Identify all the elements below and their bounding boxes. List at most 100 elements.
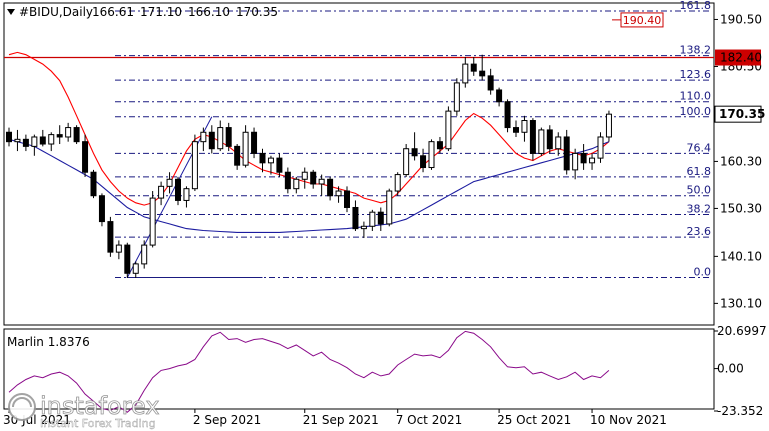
candle-body bbox=[65, 127, 72, 138]
fib-label-61.8: 61.8 bbox=[687, 165, 712, 178]
candle-body bbox=[605, 113, 612, 138]
candle-body bbox=[39, 136, 46, 145]
candle-body bbox=[251, 131, 258, 154]
candle bbox=[217, 120, 224, 152]
candle bbox=[563, 129, 570, 175]
target-price-box bbox=[715, 49, 761, 66]
candle-body bbox=[496, 89, 503, 103]
fib-label-110.0: 110.0 bbox=[680, 90, 712, 103]
y-tick-label: 160.30 bbox=[720, 154, 762, 168]
candle-body bbox=[259, 152, 266, 164]
candle bbox=[73, 125, 80, 145]
candle-body bbox=[6, 131, 12, 143]
candle bbox=[470, 57, 477, 76]
candle bbox=[132, 261, 139, 278]
candle bbox=[487, 68, 494, 95]
candle-body bbox=[589, 157, 596, 164]
candle-body bbox=[403, 148, 410, 176]
candle-body bbox=[22, 138, 29, 147]
candle-body bbox=[132, 263, 139, 274]
candle-body bbox=[411, 148, 418, 157]
candle-body bbox=[284, 171, 291, 190]
candle-body bbox=[191, 141, 198, 190]
fib-label-38.2: 38.2 bbox=[687, 203, 712, 216]
candle bbox=[56, 125, 63, 145]
candle-body bbox=[479, 70, 486, 77]
candle bbox=[428, 139, 435, 170]
candle bbox=[166, 172, 173, 194]
ohlc-open: 166.61 bbox=[92, 5, 134, 19]
candle bbox=[183, 186, 190, 208]
candle-body bbox=[428, 141, 435, 169]
candle bbox=[107, 216, 114, 257]
candle-body bbox=[301, 171, 308, 180]
candle-body bbox=[200, 131, 207, 143]
candle-body bbox=[555, 136, 562, 150]
candle-body bbox=[572, 152, 579, 171]
candle-body bbox=[56, 134, 63, 138]
fib-label-50.0: 50.0 bbox=[687, 184, 712, 197]
candle bbox=[242, 125, 249, 168]
x-tick-label: 7 Oct 2021 bbox=[396, 413, 463, 427]
candle-body bbox=[310, 171, 317, 185]
candle-body bbox=[377, 211, 384, 225]
candle-body bbox=[386, 190, 393, 225]
candle bbox=[39, 129, 46, 147]
candle bbox=[377, 207, 384, 231]
candle bbox=[538, 127, 545, 156]
candle-body bbox=[234, 145, 241, 166]
candle-body bbox=[420, 155, 427, 169]
candle-body bbox=[225, 127, 232, 147]
candle bbox=[529, 118, 536, 161]
candle-body bbox=[98, 195, 105, 223]
candle bbox=[420, 148, 427, 173]
candle-body bbox=[521, 120, 528, 133]
y-tick-label: 150.30 bbox=[720, 201, 762, 215]
candle bbox=[453, 78, 460, 116]
candle bbox=[191, 134, 198, 192]
candle bbox=[513, 120, 519, 137]
candle-body bbox=[90, 171, 97, 197]
osc-tick-label: -23.352 bbox=[717, 404, 763, 418]
candle bbox=[293, 176, 300, 194]
candle bbox=[394, 172, 401, 196]
ohlc-low: 166.10 bbox=[188, 5, 230, 19]
candle-body bbox=[149, 197, 156, 246]
dropdown-arrow-icon[interactable] bbox=[7, 9, 15, 15]
candle bbox=[141, 240, 148, 269]
candle bbox=[267, 155, 274, 175]
candle-body bbox=[487, 75, 494, 91]
candle-body bbox=[369, 211, 376, 227]
y-tick-label: 130.10 bbox=[720, 296, 762, 310]
candle bbox=[386, 188, 393, 227]
main-plot-frame bbox=[3, 2, 715, 326]
candle bbox=[149, 191, 156, 248]
slow-ma-line bbox=[8, 138, 610, 233]
x-tick-label: 25 Oct 2021 bbox=[497, 413, 571, 427]
candle-body bbox=[580, 152, 587, 164]
x-tick-label: 10 Nov 2021 bbox=[590, 413, 667, 427]
candle-body bbox=[107, 221, 114, 253]
candle bbox=[318, 174, 325, 196]
candle bbox=[411, 132, 418, 161]
candle bbox=[124, 242, 131, 278]
candle bbox=[115, 240, 122, 260]
candle bbox=[259, 148, 266, 173]
watermark-tagline: Instant Forex Trading bbox=[40, 417, 156, 430]
candle-body bbox=[394, 174, 401, 192]
candle-body bbox=[470, 63, 477, 72]
candle bbox=[251, 127, 258, 159]
candle-body bbox=[267, 157, 274, 164]
fib-label-161.8: 161.8 bbox=[680, 0, 712, 12]
candle-body bbox=[124, 244, 131, 274]
candle-body bbox=[436, 141, 443, 150]
candle bbox=[555, 132, 562, 156]
candle bbox=[335, 186, 342, 203]
fib-label-23.6: 23.6 bbox=[687, 225, 712, 238]
fib-label-100.0: 100.0 bbox=[680, 105, 712, 118]
candle bbox=[360, 221, 367, 239]
candle-body bbox=[208, 131, 215, 150]
candle bbox=[200, 127, 207, 152]
candle bbox=[572, 148, 579, 180]
